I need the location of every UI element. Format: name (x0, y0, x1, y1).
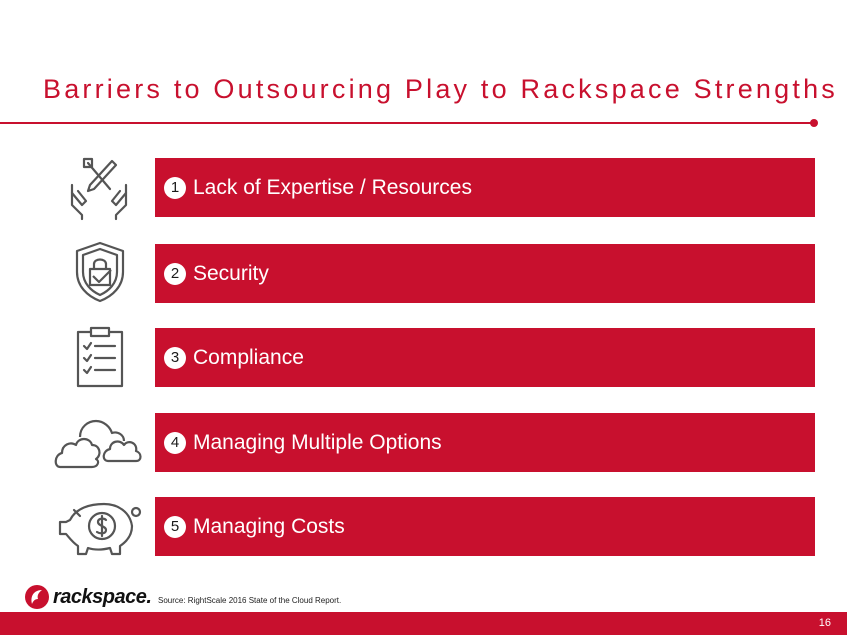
title-divider (0, 122, 814, 124)
item-label: Managing Costs (193, 514, 345, 538)
rackspace-logo: rackspace. (24, 584, 152, 610)
barrier-item-4: 4 Managing Multiple Options (155, 413, 815, 472)
hands-tools-icon (70, 157, 128, 221)
item-number-badge: 1 (164, 176, 186, 199)
barrier-item-2: 2 Security (155, 244, 815, 303)
logo-wordmark: rackspace. (53, 585, 152, 608)
shield-lock-icon (75, 241, 125, 303)
clipboard-checklist-icon (76, 326, 124, 388)
clouds-icon (54, 419, 142, 469)
item-label: Compliance (193, 345, 304, 369)
title-divider-dot (810, 119, 818, 127)
item-label: Security (193, 261, 269, 285)
item-number-badge: 2 (164, 262, 186, 285)
slide-title: Barriers to Outsourcing Play to Rackspac… (43, 74, 838, 104)
item-number-badge: 3 (164, 346, 186, 369)
piggy-bank-icon (58, 502, 142, 556)
item-label: Managing Multiple Options (193, 430, 442, 454)
barrier-item-3: 3 Compliance (155, 328, 815, 387)
item-label: Lack of Expertise / Resources (193, 175, 472, 199)
footer-band (0, 612, 847, 635)
page-number: 16 (818, 617, 831, 629)
barrier-item-5: 5 Managing Costs (155, 497, 815, 556)
rackspace-logo-icon (25, 585, 49, 609)
item-number-badge: 4 (164, 431, 186, 454)
barrier-item-1: 1 Lack of Expertise / Resources (155, 158, 815, 217)
item-number-badge: 5 (164, 515, 186, 538)
source-citation: Source: RightScale 2016 State of the Clo… (158, 596, 342, 605)
